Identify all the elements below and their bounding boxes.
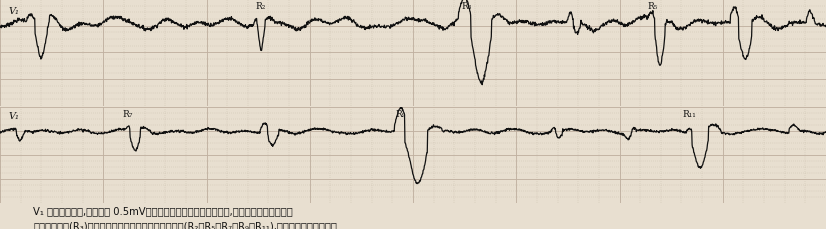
Text: V₁: V₁ xyxy=(8,8,19,16)
Text: V₁ 导联连续记录,定准电压 0.5mV。显示心房颤动伴缓慢的心室率,完全性左束支阻滞、加: V₁ 导联连续记录,定准电压 0.5mV。显示心房颤动伴缓慢的心室率,完全性左束… xyxy=(33,205,292,215)
Text: R₂: R₂ xyxy=(255,2,265,11)
Text: R₅: R₅ xyxy=(648,2,657,11)
Text: R₇: R₇ xyxy=(123,109,133,118)
Text: 速的室性逸携(R₃)及心律、室性融合波不同程度正常化(R₂、R₅、R₇、R₉～R₁₁),提示高度房室传导阻滬: 速的室性逸携(R₃)及心律、室性融合波不同程度正常化(R₂、R₅、R₇、R₉～R… xyxy=(33,220,337,229)
Text: R₉: R₉ xyxy=(396,109,406,118)
Text: R₃: R₃ xyxy=(462,2,472,11)
Text: V₁: V₁ xyxy=(8,112,19,120)
Text: R₁₁: R₁₁ xyxy=(683,109,696,118)
